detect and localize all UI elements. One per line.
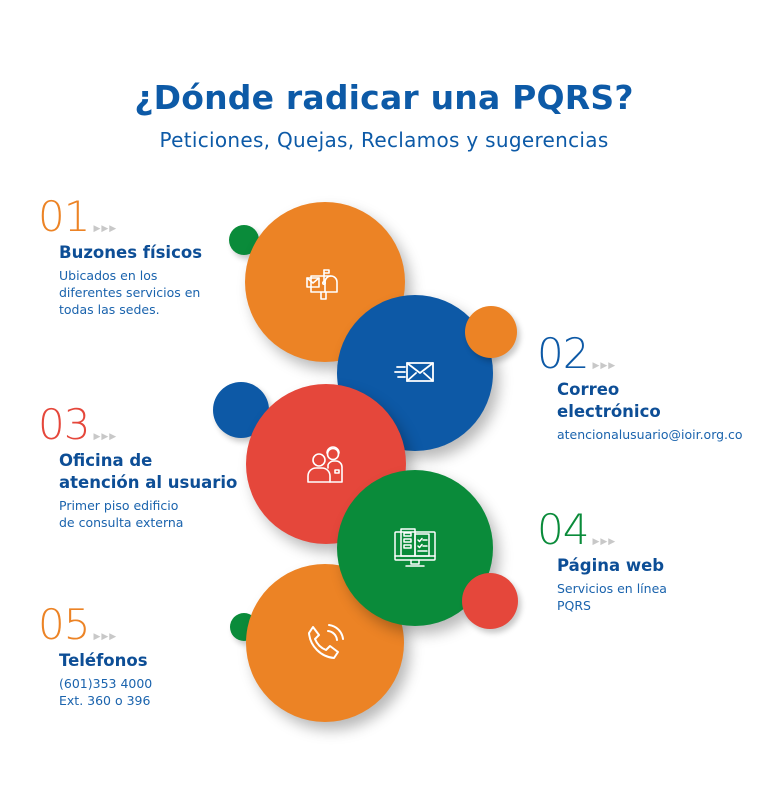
step-title: Página web [557, 556, 665, 575]
step-title-line: Correo [557, 380, 620, 399]
step-desc-line: Primer piso edificio [59, 498, 179, 513]
customer-service-icon [302, 440, 350, 488]
arrows-icon: ▶▶▶ [592, 537, 617, 547]
arrows-icon: ▶▶▶ [93, 632, 118, 642]
mailbox-icon [301, 258, 349, 306]
step-05: 05 ▶▶▶ Teléfonos (601)353 4000 Ext. 360 o… [38, 604, 152, 709]
step-desc-line: de consulta externa [59, 515, 184, 530]
web-form-monitor-icon [391, 524, 439, 572]
step-number: 03 [38, 400, 90, 449]
fast-email-icon [391, 349, 439, 397]
phone-number: (601)353 4000 [59, 676, 153, 691]
step-03: 03 ▶▶▶ Oficina de atención al usuario Pri… [38, 404, 237, 531]
step-desc-line: PQRS [557, 598, 591, 613]
step-01: 01 ▶▶▶ Buzones físicos Ubicados en los di… [38, 196, 202, 318]
decor-dot-orange [465, 306, 517, 358]
step-title: Buzones físicos [59, 243, 203, 262]
arrows-icon: ▶▶▶ [93, 432, 118, 442]
step-title-line: Oficina de [59, 451, 153, 470]
step-desc-line: diferentes servicios en [59, 285, 201, 300]
step-number: 01 [38, 192, 90, 241]
page-title: ¿Dónde radicar una PQRS? [134, 78, 634, 117]
arrows-icon: ▶▶▶ [592, 361, 617, 371]
email-address: atencionalusuario@ioir.org.co [557, 427, 743, 442]
arrows-icon: ▶▶▶ [93, 224, 118, 234]
step-title: Teléfonos [59, 651, 148, 670]
step-desc-line: Servicios en línea [557, 581, 667, 596]
step-desc-line: todas las sedes. [59, 302, 160, 317]
step-title-line: electrónico [557, 402, 661, 421]
page-subtitle: Peticiones, Quejas, Reclamos y sugerenci… [159, 128, 609, 152]
step-desc-line: Ubicados en los [59, 268, 158, 283]
decor-dot-red [462, 573, 518, 629]
step-number: 04 [537, 505, 589, 554]
step-number: 05 [38, 600, 90, 649]
step-02: 02 ▶▶▶ Correo electrónico atencionalusuar… [537, 333, 743, 443]
step-number: 02 [537, 329, 589, 378]
step-title-line: atención al usuario [59, 473, 238, 492]
step-04: 04 ▶▶▶ Página web Servicios en línea PQRS [537, 509, 667, 614]
phone-icon [301, 619, 349, 667]
phone-extension: Ext. 360 o 396 [59, 693, 151, 708]
